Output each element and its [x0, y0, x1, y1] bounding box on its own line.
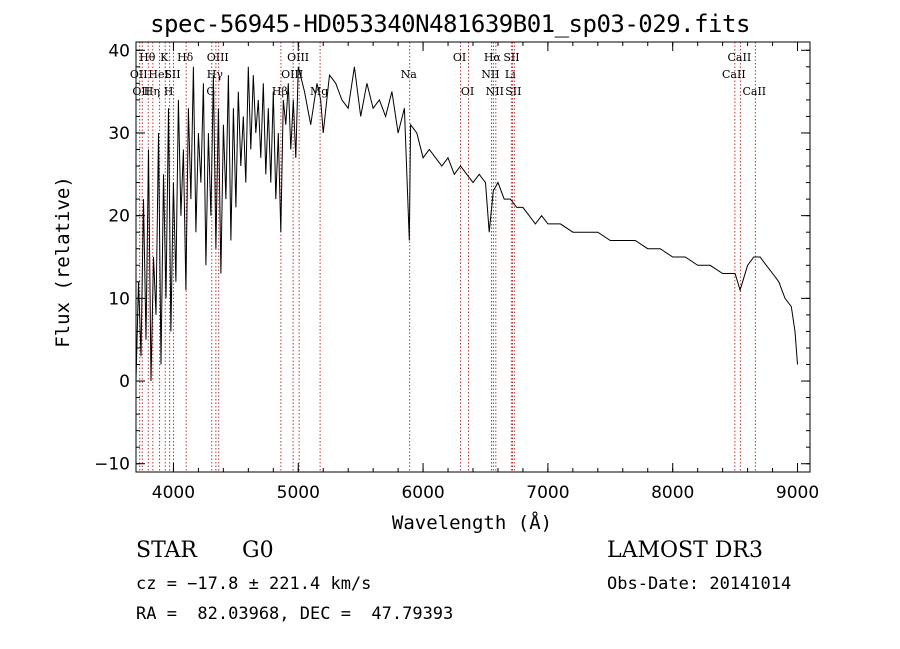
- y-axis-label: Flux (relative): [52, 176, 74, 348]
- spectral-line-label: OIII: [207, 51, 229, 64]
- spectrum-line: [135, 66, 798, 382]
- spectral-line-label: SII: [503, 51, 519, 64]
- spectral-line-label: Hδ: [177, 51, 194, 64]
- spectral-line-label: NII: [486, 85, 504, 98]
- x-axis-ticks: 4000 5000 6000 7000 8000 9000: [152, 42, 819, 503]
- spectral-line-label: HeI: [148, 68, 168, 81]
- x-axis-label: Wavelength (Å): [392, 511, 552, 534]
- object-subclass: G0: [242, 538, 274, 563]
- spectral-line-label: CaII: [722, 68, 746, 81]
- observation-date: Obs-Date: 20141014: [607, 574, 792, 594]
- line-labels-group: OIIOIIHθHηHeIKHSIIHδHγGOIIIHβOIIIOIIIMgN…: [130, 51, 766, 98]
- spectral-line-label: OIII: [287, 51, 309, 64]
- chart-title: spec-56945-HD053340N481639B01_sp03-029.f…: [150, 10, 750, 38]
- y-tick-label: 0: [119, 372, 130, 392]
- redshift-cz: cz = −17.8 ± 221.4 km/s: [136, 574, 372, 594]
- spectral-line-label: SII: [505, 85, 521, 98]
- y-axis-ticks: −10 0 10 20 30 40: [94, 41, 810, 475]
- spectral-line-label: OII: [130, 68, 148, 81]
- coordinates: RA = 82.03968, DEC = 47.79393: [136, 604, 454, 624]
- line-markers-group: [139, 42, 756, 472]
- spectral-line-label: SII: [164, 68, 180, 81]
- x-tick-label: 7000: [526, 483, 569, 503]
- spectral-line-label: CaII: [742, 85, 766, 98]
- spectral-line-label: K: [160, 51, 169, 64]
- spectral-line-label: Hβ: [272, 85, 288, 98]
- y-tick-label: 20: [108, 207, 130, 227]
- spectral-line-label: CaII: [728, 51, 752, 64]
- spectral-line-label: Hγ: [207, 68, 224, 81]
- x-tick-label: 5000: [277, 483, 320, 503]
- x-tick-label: 4000: [152, 483, 195, 503]
- x-tick-label: 6000: [401, 483, 444, 503]
- plot-frame: [135, 41, 811, 473]
- spectral-line-label: OI: [453, 51, 466, 64]
- spectral-line-label: NII: [481, 68, 499, 81]
- x-tick-label: 9000: [776, 483, 819, 503]
- spectral-line-label: Hθ: [139, 51, 156, 64]
- object-class: STAR: [136, 538, 197, 563]
- spectral-line-label: G: [206, 85, 215, 98]
- spectral-line-label: H: [164, 85, 174, 98]
- x-tick-label: 8000: [651, 483, 694, 503]
- survey-name: LAMOST DR3: [607, 538, 763, 563]
- spectral-line-label: Hα: [484, 51, 502, 64]
- y-tick-label: 10: [108, 289, 130, 309]
- spectral-line-label: OI: [461, 85, 474, 98]
- spectral-line-label: Li: [505, 68, 516, 81]
- spectral-line-label: OII: [132, 85, 150, 98]
- y-tick-label: −10: [94, 455, 130, 475]
- y-tick-label: 40: [108, 41, 130, 61]
- spectral-line-label: Hη: [144, 85, 160, 98]
- spectral-line-label: Na: [401, 68, 418, 81]
- y-tick-label: 30: [108, 124, 130, 144]
